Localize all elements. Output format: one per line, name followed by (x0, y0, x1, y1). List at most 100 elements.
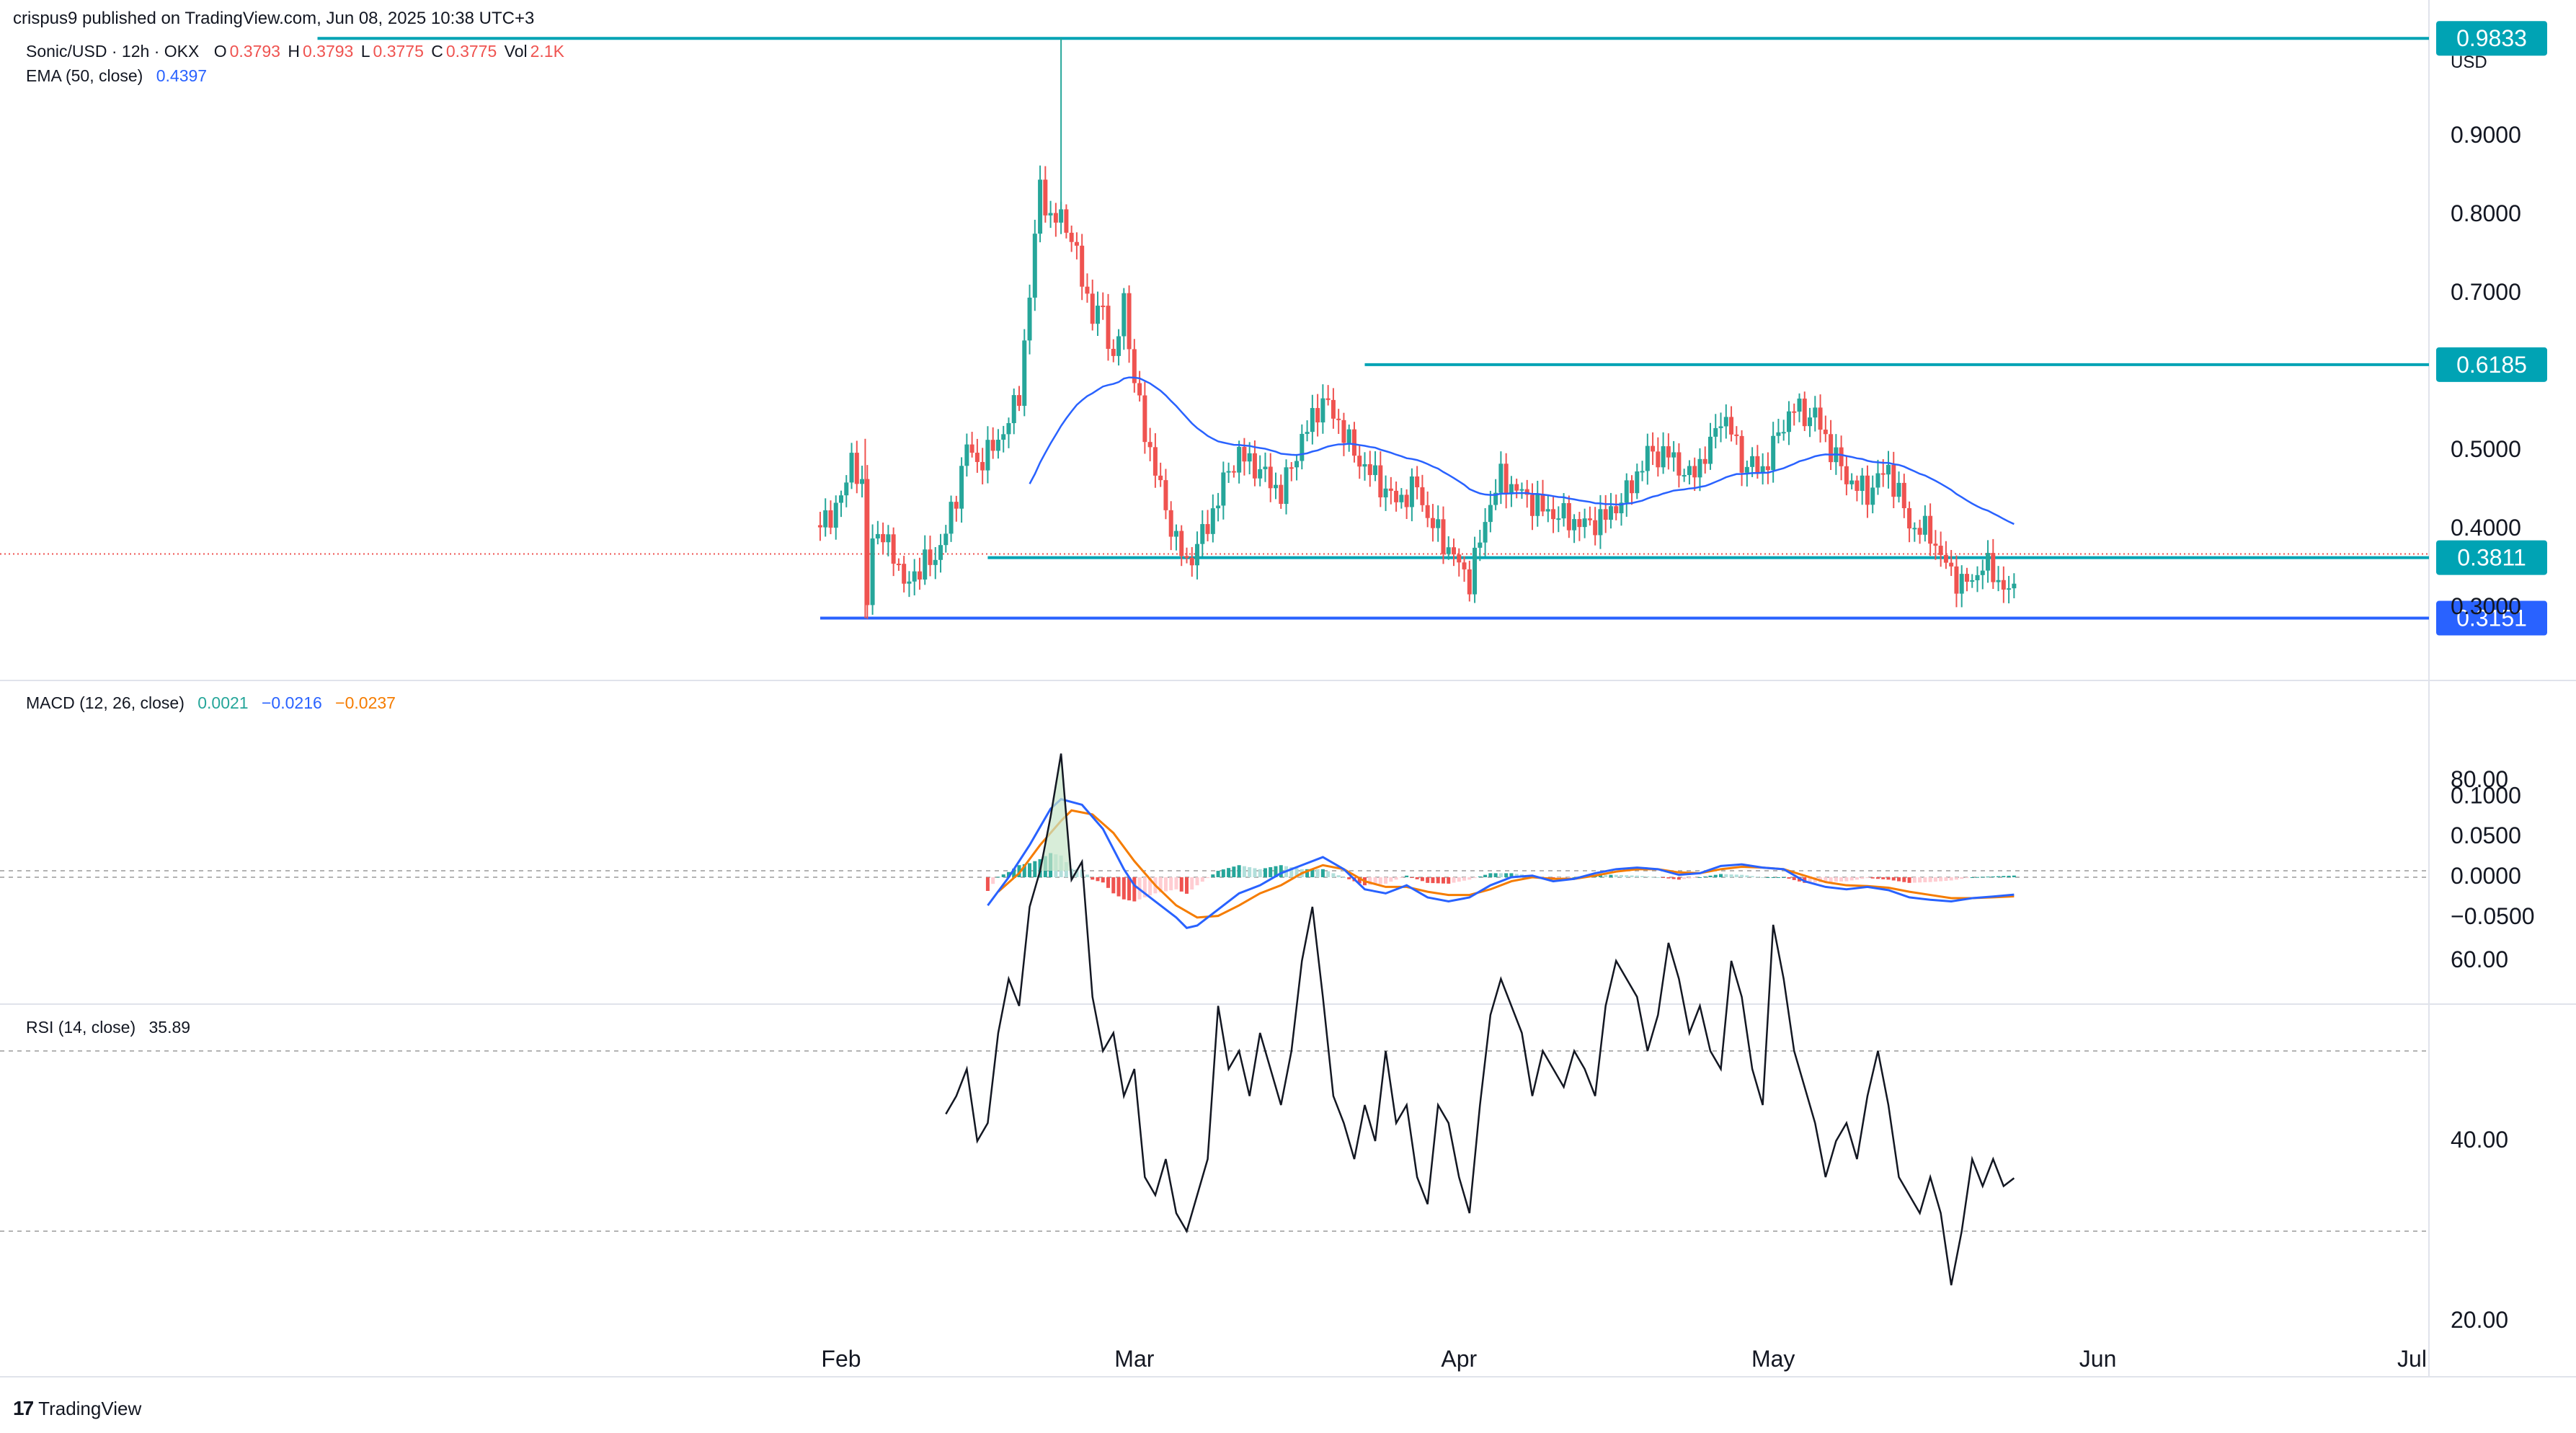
low-value: 0.3775 (373, 42, 424, 61)
candle-body (865, 479, 870, 605)
rsi-tick-label: 40.00 (2451, 1127, 2508, 1153)
candle-body (1603, 509, 1608, 520)
candle-body (1090, 293, 1095, 324)
candle-body (1294, 461, 1300, 468)
macd-histogram-bar (1939, 877, 1943, 882)
macd-histogram-bar (1211, 874, 1215, 877)
macd-histogram-bar (1116, 877, 1121, 897)
candle-body (1744, 466, 1749, 473)
candle-body (1189, 557, 1194, 566)
macd-histogram-bar (1012, 868, 1016, 877)
candle-body (1305, 432, 1310, 434)
macd-histogram-bar (1761, 877, 1765, 878)
macd-histogram-bar (1462, 877, 1467, 881)
macd-histogram-bar (1279, 865, 1283, 877)
candle-body (2007, 588, 2012, 590)
candle-body (1200, 524, 1205, 544)
macd-histogram-bar (1017, 865, 1021, 877)
macd-histogram-bar (1320, 869, 1325, 877)
candle-body (1949, 562, 1954, 567)
candle-body (1001, 434, 1006, 440)
candle-body (1917, 528, 1922, 535)
candle-body (1765, 466, 1770, 471)
candle-body (828, 510, 833, 528)
macd-histogram-bar (1405, 875, 1409, 877)
level-price-label: 0.6185 (2456, 352, 2527, 378)
candle-body (1860, 475, 1865, 492)
candle-body (933, 559, 938, 565)
macd-histogram-bar (1907, 877, 1911, 883)
candle-body (1478, 542, 1483, 548)
candle-body (1829, 434, 1834, 463)
candle-body (1498, 463, 1504, 493)
macd-histogram-bar (1006, 871, 1011, 877)
time-tick-label: May (1751, 1346, 1795, 1372)
candle-body (1331, 399, 1336, 419)
macd-histogram-bar (1457, 877, 1461, 882)
candle-body (1027, 297, 1032, 341)
candle-body (1147, 442, 1152, 448)
level-price-tag (2436, 540, 2547, 575)
candle-body (1755, 456, 1760, 474)
candle-body (1996, 580, 2001, 582)
macd-histogram-bar (1509, 873, 1514, 877)
candle-body (1808, 417, 1813, 427)
macd-histogram-bar (1169, 877, 1173, 891)
candle-body (1300, 433, 1305, 461)
candle-body (1723, 417, 1728, 427)
candle-body (1106, 306, 1111, 349)
macd-histogram-bar (1132, 877, 1137, 902)
candle-body (1341, 420, 1346, 443)
candle-body (1566, 502, 1571, 531)
ema-label: EMA (50, close) (26, 66, 143, 85)
macd-histogram-bar (1184, 877, 1189, 894)
macd-tick-label: 0.0500 (2451, 822, 2521, 848)
candle-body (1875, 473, 1880, 488)
candle-body (1221, 472, 1226, 506)
candle-body (1488, 505, 1493, 523)
candle-body (1849, 480, 1855, 484)
macd-histogram-bar (1965, 877, 1969, 879)
candle-body (1247, 453, 1252, 462)
macd-histogram-bar (1431, 877, 1435, 884)
candle-body (1593, 520, 1598, 536)
macd-histogram-bar (1782, 877, 1786, 878)
macd-histogram-bar (1341, 877, 1346, 878)
macd-histogram-bar (1687, 877, 1692, 879)
candle-body (1268, 466, 1273, 489)
candle-body (1729, 417, 1734, 435)
candle-body (964, 444, 969, 466)
publisher-info: crispus9 published on TradingView.com, J… (13, 9, 535, 28)
candle-body (1237, 447, 1242, 473)
candle-body (1671, 452, 1676, 458)
candle-body (912, 571, 917, 582)
macd-histogram-bar (1237, 865, 1241, 877)
macd-histogram-bar (1808, 877, 1812, 883)
macd-histogram-bar (1870, 877, 1875, 879)
tradingview-brand[interactable]: 17 TradingView (13, 1397, 141, 1420)
macd-histogram-bar (1075, 869, 1079, 877)
candle-body (1085, 286, 1090, 294)
candle-body (1017, 395, 1022, 407)
macd-histogram-bar (1865, 877, 1870, 879)
time-tick-label: Apr (1441, 1346, 1477, 1372)
candle-body (1504, 463, 1509, 494)
candle-body (1582, 518, 1587, 528)
candle-body (1692, 466, 1697, 478)
candle-body (1933, 544, 1938, 546)
macd-histogram-bar (1792, 877, 1796, 880)
macd-histogram-bar (1242, 866, 1246, 877)
macd-histogram-bar (1253, 868, 1257, 877)
candle-body (1880, 473, 1886, 475)
macd-histogram-bar (1671, 877, 1676, 879)
macd-histogram-bar (1378, 877, 1382, 884)
macd-histogram-bar (1127, 877, 1132, 901)
candle-body (907, 581, 912, 584)
macd-histogram-bar (1467, 877, 1472, 880)
macd-histogram-bar (1111, 877, 1116, 894)
macd-histogram-bar (1970, 877, 1974, 878)
macd-signal-value: −0.0237 (335, 693, 396, 712)
candle-body (990, 440, 995, 451)
